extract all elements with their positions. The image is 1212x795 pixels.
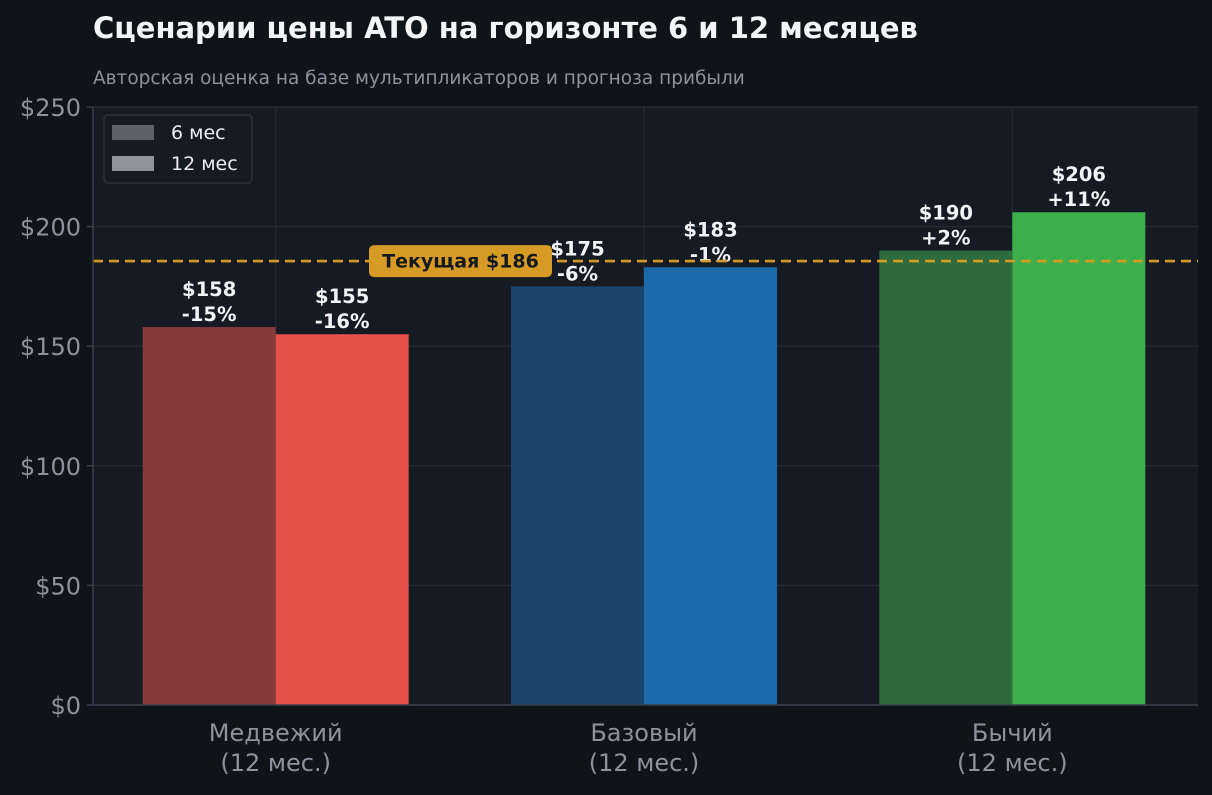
- y-tick-label: $150: [20, 333, 81, 361]
- legend-label: 12 мес: [171, 153, 238, 175]
- y-tick-label: $0: [50, 692, 81, 720]
- y-tick-label: $250: [20, 94, 81, 122]
- bar: [644, 267, 777, 705]
- current-price-badge: [369, 245, 552, 278]
- bar: [275, 334, 409, 705]
- x-tick-label: Медвежий (12 мес.): [209, 719, 343, 777]
- bar: [142, 327, 276, 705]
- bar-value-label: $155 -16%: [315, 285, 370, 333]
- legend-swatch: [112, 125, 154, 140]
- y-tick-label: $100: [20, 453, 81, 481]
- y-tick-label: $200: [20, 214, 81, 242]
- chart-subtitle: Авторская оценка на базе мультипликаторо…: [93, 68, 745, 89]
- bar-value-label: $158 -15%: [182, 278, 237, 326]
- y-tick-label: $50: [35, 572, 81, 600]
- bar: [1012, 212, 1146, 706]
- x-tick-label: Базовый (12 мес.): [589, 719, 700, 777]
- bar-value-label: $175 -6%: [550, 237, 604, 285]
- current-price-label: Текущая $186: [382, 251, 539, 273]
- bar-value-label: $206 +11%: [1047, 163, 1110, 211]
- bar-value-label: $190 +2%: [919, 202, 973, 250]
- bar: [511, 286, 644, 705]
- legend-swatch: [112, 156, 154, 171]
- chart-title: Сценарии цены ATO на горизонте 6 и 12 ме…: [93, 11, 918, 45]
- x-tick-label: Бычий (12 мес.): [957, 719, 1068, 777]
- bar: [879, 250, 1013, 705]
- legend-label: 6 мес: [171, 122, 226, 144]
